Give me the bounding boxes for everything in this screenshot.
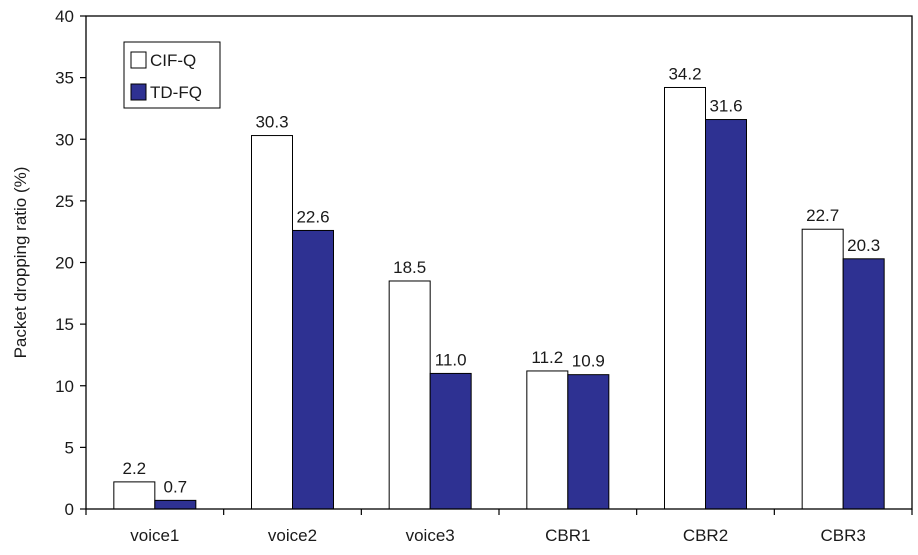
data-labels: 2.2 0.7 30.3 22.6 18.5 11.0 11.2 10.9 34.2 31.6 22…: [123, 64, 881, 496]
y-tick-label: 10: [55, 377, 74, 396]
bars: [113, 86, 885, 510]
data-label: 20.3: [847, 236, 880, 255]
y-tick-label: 0: [65, 500, 74, 519]
y-axis-title: Packet dropping ratio (%): [11, 167, 30, 359]
x-tick-label: CBR2: [683, 526, 728, 545]
bar-cif-q-cbr1: [526, 370, 569, 510]
y-tick-label: 15: [55, 315, 74, 334]
plot-area-frame: [85, 15, 913, 510]
bar-cif-q-voice1: [113, 481, 156, 510]
data-label: 10.9: [572, 352, 605, 371]
data-label: 0.7: [164, 477, 188, 496]
y-tick-label: 35: [55, 69, 74, 88]
data-label: 22.6: [296, 207, 329, 226]
legend-label: TD-FQ: [150, 83, 202, 102]
data-label: 18.5: [393, 258, 426, 277]
bar-cif-q-cbr3: [801, 228, 844, 510]
legend-label: CIF-Q: [150, 51, 196, 70]
x-tick-label: voice3: [406, 526, 455, 545]
data-label: 11.0: [435, 350, 467, 369]
data-label: 22.7: [806, 206, 839, 225]
y-tick-label: 5: [65, 438, 74, 457]
y-tick-label: 20: [55, 254, 74, 273]
bar-td-fq-cbr3: [842, 258, 885, 510]
legend: CIF-Q TD-FQ: [123, 41, 221, 109]
x-tick-label: CBR1: [545, 526, 590, 545]
data-label: 34.2: [668, 64, 701, 83]
bar-cif-q-cbr2: [664, 86, 706, 510]
data-label: 2.2: [123, 459, 147, 478]
y-axis-ticks: 0 5 10 15 20 25 30 35 40: [55, 7, 86, 519]
y-tick-label: 40: [55, 7, 74, 26]
x-tick-label: CBR3: [820, 526, 865, 545]
x-tick-label: voice2: [268, 526, 317, 545]
data-label: 30.3: [255, 113, 288, 132]
legend-swatch-cif-q: [130, 51, 147, 69]
x-tick-label: voice1: [130, 526, 179, 545]
bar-td-fq-cbr1: [567, 374, 610, 510]
bar-cif-q-voice3: [388, 280, 431, 510]
data-label: 31.6: [709, 97, 742, 116]
bar-cif-q-voice2: [251, 135, 293, 510]
y-tick-label: 30: [55, 130, 74, 149]
x-axis-tick-labels: voice1 voice2 voice3 CBR1 CBR2 CBR3: [85, 509, 913, 545]
bar-td-fq-voice2: [292, 229, 334, 510]
bar-td-fq-voice3: [429, 372, 472, 510]
bar-td-fq-voice1: [154, 499, 197, 510]
y-tick-label: 25: [55, 192, 74, 211]
legend-swatch-td-fq: [130, 83, 147, 101]
bar-td-fq-cbr2: [705, 119, 747, 510]
data-label: 11.2: [531, 348, 563, 367]
